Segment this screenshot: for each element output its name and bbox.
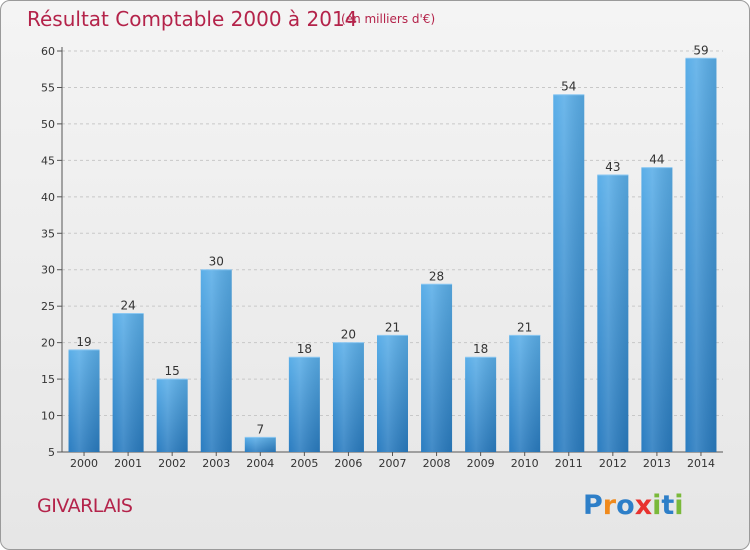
data-label: 19 [76, 335, 91, 349]
x-tick-label: 2012 [599, 457, 627, 470]
y-tick-label: 40 [41, 191, 55, 204]
x-tick-label: 2002 [158, 457, 186, 470]
x-tick-label: 2001 [114, 457, 142, 470]
x-tick-label: 2007 [379, 457, 407, 470]
y-tick-label: 50 [41, 118, 55, 131]
data-label: 43 [605, 160, 620, 174]
data-label: 15 [165, 364, 180, 378]
y-tick-label: 20 [41, 337, 55, 350]
y-tick-label: 55 [41, 81, 55, 94]
x-tick-label: 2011 [555, 457, 583, 470]
x-tick-label: 2013 [643, 457, 671, 470]
y-tick-label: 25 [41, 300, 55, 313]
data-label: 59 [693, 43, 708, 57]
bar-shine [200, 269, 232, 452]
data-labels: 19 24 15 30 7 18 20 21 28 18 21 54 43 44 59 [76, 43, 708, 436]
logo-letter: o [616, 490, 635, 521]
data-label: 7 [256, 422, 264, 436]
x-tick-label: 2008 [423, 457, 451, 470]
data-label: 24 [120, 298, 135, 312]
bar-shine [377, 335, 408, 452]
logo-letter: x [634, 490, 653, 521]
y-tick-label: 15 [41, 373, 55, 386]
data-label: 44 [649, 153, 664, 167]
y-tick-label: 5 [48, 446, 55, 459]
proxiti-logo[interactable]: Proxiti [583, 490, 684, 521]
data-label: 54 [561, 80, 576, 94]
axes: 5 10 15 20 25 30 35 40 45 50 55 60 2000 2001 2002 2003 2… [41, 45, 723, 470]
bar-shine [156, 379, 188, 452]
data-label: 28 [429, 269, 444, 283]
x-tick-label: 2000 [70, 457, 98, 470]
logo-letter: P [583, 490, 603, 521]
logo-letter: t [661, 490, 675, 521]
bar-shine [465, 357, 497, 452]
bar-shine [68, 349, 100, 452]
logo-letter: i [674, 490, 684, 521]
bar-shine [641, 167, 673, 452]
y-tick-label: 45 [41, 154, 55, 167]
bar-shine [332, 342, 364, 452]
y-tick-label: 35 [41, 227, 55, 240]
chart-subtitle: (en milliers d'€) [341, 12, 436, 26]
logo-letter: r [602, 490, 617, 521]
y-tick-label: 60 [41, 45, 55, 58]
data-label: 18 [297, 342, 312, 356]
x-tick-label: 2009 [467, 457, 495, 470]
x-tick-label: 2014 [687, 457, 715, 470]
y-tick-label: 10 [41, 410, 55, 423]
x-tick-label: 2010 [511, 457, 539, 470]
data-label: 21 [385, 320, 400, 334]
bars [68, 57, 717, 453]
x-tick-label: 2003 [202, 457, 230, 470]
data-label: 21 [517, 320, 532, 334]
commune-name: GIVARLAIS [37, 495, 133, 517]
bar-shine [553, 94, 585, 452]
bar-shine [509, 335, 541, 452]
chart-title: Résultat Comptable 2000 à 2014 [27, 7, 358, 31]
bar-shine [244, 437, 276, 452]
bar-shine [288, 357, 320, 452]
logo-letter: i [652, 490, 662, 521]
data-label: 20 [341, 328, 356, 342]
data-label: 30 [209, 255, 224, 269]
x-tick-label: 2004 [246, 457, 274, 470]
bar-shine [421, 284, 453, 452]
bar-shine [685, 58, 717, 453]
y-tick-label: 30 [41, 264, 55, 277]
x-tick-label: 2006 [334, 457, 362, 470]
x-tick-label: 2005 [290, 457, 318, 470]
bar-shine [597, 174, 629, 453]
data-label: 18 [473, 342, 488, 356]
bar-shine [112, 313, 144, 452]
